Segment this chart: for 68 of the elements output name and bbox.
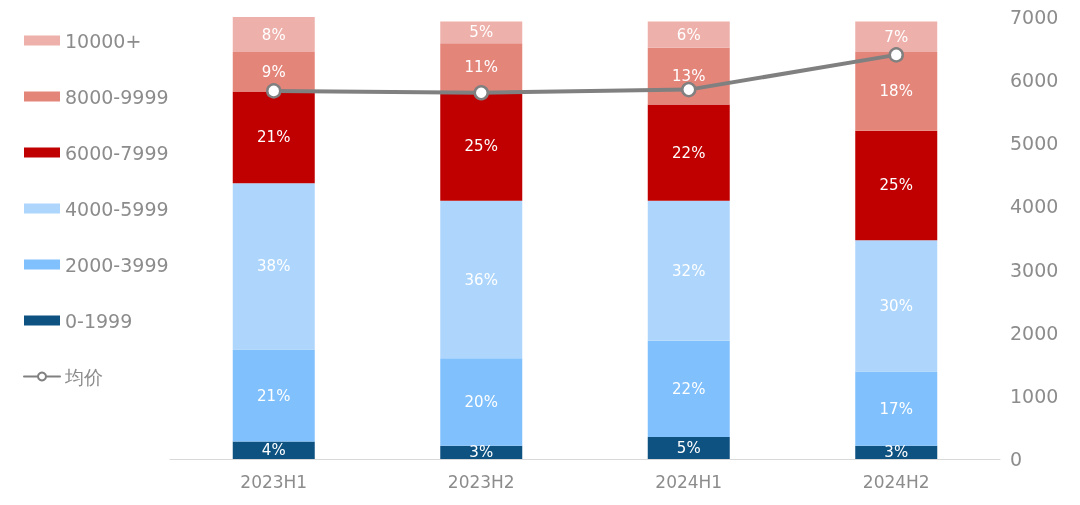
point bbox=[888, 47, 904, 63]
legend-label: 6000-7999 bbox=[65, 141, 169, 164]
data-label: 11% bbox=[464, 58, 498, 77]
bar bbox=[647, 47, 730, 105]
bar bbox=[647, 437, 730, 459]
bar bbox=[855, 21, 938, 53]
bar bbox=[440, 91, 523, 201]
legend-label: 8000-9999 bbox=[65, 85, 169, 108]
y2-tick-label: 0 bbox=[1010, 448, 1023, 470]
y2-tick-label: 5000 bbox=[1010, 132, 1059, 155]
y2-tick-label: 3000 bbox=[1010, 258, 1059, 281]
data-label: 21% bbox=[257, 386, 291, 405]
data-label: 20% bbox=[464, 393, 498, 412]
bar bbox=[440, 43, 523, 92]
legend-label: 0-1999 bbox=[65, 309, 133, 332]
data-label: 25% bbox=[464, 137, 498, 156]
bar bbox=[647, 200, 730, 341]
data-label: 30% bbox=[879, 296, 913, 315]
y2-tick-label: 7000 bbox=[1010, 6, 1059, 28]
bar bbox=[647, 21, 730, 48]
data-label: 9% bbox=[261, 62, 286, 81]
data-label: 32% bbox=[672, 261, 706, 280]
bar bbox=[855, 130, 938, 241]
data-label: 13% bbox=[672, 67, 706, 86]
x-tick-label: 2024H1 bbox=[655, 471, 723, 492]
data-label: 7% bbox=[884, 27, 909, 46]
x-tick-label: 2023H1 bbox=[240, 471, 308, 492]
bar bbox=[440, 21, 523, 44]
bar bbox=[232, 91, 315, 184]
data-label: 3% bbox=[884, 443, 909, 462]
legend-label: 2000-3999 bbox=[65, 253, 169, 276]
bar bbox=[232, 17, 315, 53]
bar bbox=[232, 441, 315, 459]
legend-label: 10000+ bbox=[65, 29, 142, 52]
legend-label: 4000-5999 bbox=[65, 197, 169, 220]
bar bbox=[855, 371, 938, 446]
x-tick-label: 2024H2 bbox=[862, 471, 930, 492]
y2-tick-label: 6000 bbox=[1010, 69, 1059, 92]
y2-tick-label: 2000 bbox=[1010, 321, 1059, 344]
data-label: 6% bbox=[676, 25, 701, 44]
data-label: 25% bbox=[879, 176, 913, 195]
data-label: 22% bbox=[672, 379, 706, 398]
bar bbox=[855, 240, 938, 372]
y2-tick-label: 4000 bbox=[1010, 195, 1059, 218]
bar bbox=[440, 358, 523, 446]
data-label: 4% bbox=[261, 441, 286, 460]
data-label: 18% bbox=[879, 82, 913, 101]
point bbox=[473, 85, 489, 101]
x-tick-label: 2023H2 bbox=[447, 471, 515, 492]
data-label: 3% bbox=[469, 443, 494, 462]
bar bbox=[232, 183, 315, 350]
data-label: 17% bbox=[879, 399, 913, 418]
y2-tick-label: 1000 bbox=[1010, 384, 1059, 407]
data-label: 36% bbox=[464, 270, 498, 289]
data-label: 22% bbox=[672, 143, 706, 162]
point bbox=[681, 81, 697, 98]
data-label: 5% bbox=[676, 439, 701, 458]
bar bbox=[855, 52, 938, 131]
bar bbox=[232, 349, 315, 442]
point bbox=[266, 83, 282, 99]
data-label: 5% bbox=[469, 23, 494, 42]
data-label: 38% bbox=[257, 257, 291, 276]
data-label: 8% bbox=[261, 25, 286, 44]
legend-label: 均价 bbox=[64, 365, 103, 388]
data-label: 21% bbox=[257, 128, 291, 147]
bar bbox=[440, 200, 523, 359]
bar bbox=[647, 340, 730, 438]
bar bbox=[647, 104, 730, 201]
